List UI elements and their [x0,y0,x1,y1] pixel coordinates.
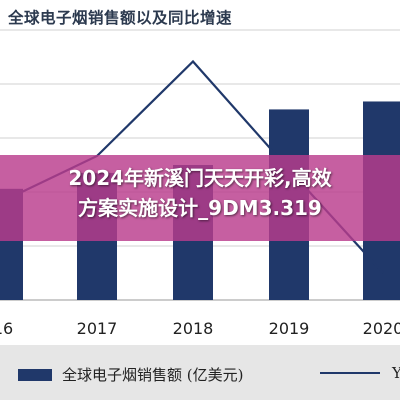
x-tick-2017: 2017 [77,319,118,338]
overlay-text: 2024年新溪门天天开彩,高效 方案实施设计_9DM3.319 [0,163,400,223]
overlay-banner [0,155,400,241]
overlay-line-2: 方案实施设计_9DM3.319 [78,196,322,220]
legend-item-yoy: YO [320,364,400,382]
legend-item-sales: 全球电子烟销售额 (亿美元) [18,364,243,385]
x-tick-2020: 2020 [363,319,400,338]
legend: 全球电子烟销售额 (亿美元) YO [0,345,400,400]
legend-line-swatch-icon [320,372,380,374]
x-tick-2018: 2018 [173,319,214,338]
x-tick-16: 16 [0,319,13,338]
legend-label-sales: 全球电子烟销售额 (亿美元) [62,366,244,384]
overlay-line-1: 2024年新溪门天天开彩,高效 [68,166,332,190]
legend-bar-swatch-icon [18,368,52,381]
x-tick-2019: 2019 [269,319,310,338]
legend-label-yoy: YO [392,364,400,382]
chart-title: 全球电子烟销售额以及同比增速 [8,8,233,27]
